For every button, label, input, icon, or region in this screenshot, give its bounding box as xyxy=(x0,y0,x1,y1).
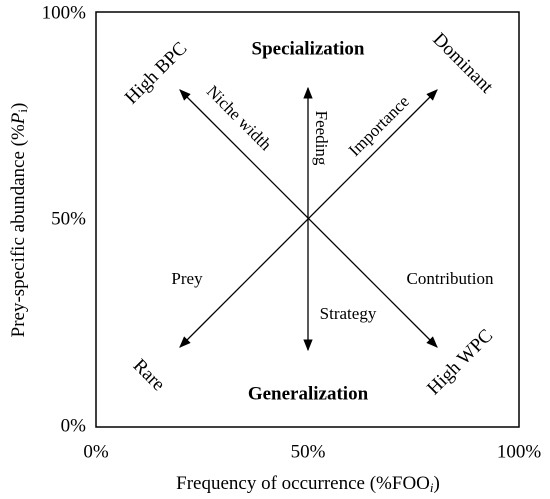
y-axis-label: Prey-specific abundance (%Pi) xyxy=(8,103,30,338)
x-axis-label: Frequency of occurrence (%FOOi) xyxy=(176,473,440,495)
corner-label: High BPC xyxy=(121,38,191,108)
corner-label: Dominant xyxy=(429,29,498,98)
x-label-sub: i xyxy=(430,480,434,495)
arrow-label: Contribution xyxy=(407,269,494,288)
x-tick-label: 100% xyxy=(497,441,542,462)
y-label-sub: i xyxy=(15,109,30,113)
y-tick-label: 0% xyxy=(61,415,87,436)
x-tick-label: 50% xyxy=(291,441,326,462)
y-label-italic: P xyxy=(8,112,29,125)
arrow-label: Feeding xyxy=(312,111,331,166)
arrow-label: Prey xyxy=(171,269,203,288)
x-label-text: Frequency of occurrence (%FOO xyxy=(176,473,430,494)
y-label-text: ) xyxy=(8,103,29,109)
corner-label: High WPC xyxy=(423,325,497,399)
y-tick-label: 100% xyxy=(42,2,87,23)
y-tick-label: 50% xyxy=(51,208,86,229)
arrow-label: Strategy xyxy=(320,304,377,323)
corner-label: Rare xyxy=(129,355,169,395)
quadrant-label: Specialization xyxy=(252,38,365,59)
x-tick-label: 0% xyxy=(83,441,109,462)
arrow-label: Niche width xyxy=(203,82,276,155)
plot-frame xyxy=(95,11,520,428)
arrow-label: Importance xyxy=(345,92,413,160)
arrows xyxy=(179,86,438,352)
x-label-text: ) xyxy=(434,473,440,494)
quadrant-label: Generalization xyxy=(248,383,369,404)
y-label-text: Prey-specific abundance (% xyxy=(8,124,29,337)
